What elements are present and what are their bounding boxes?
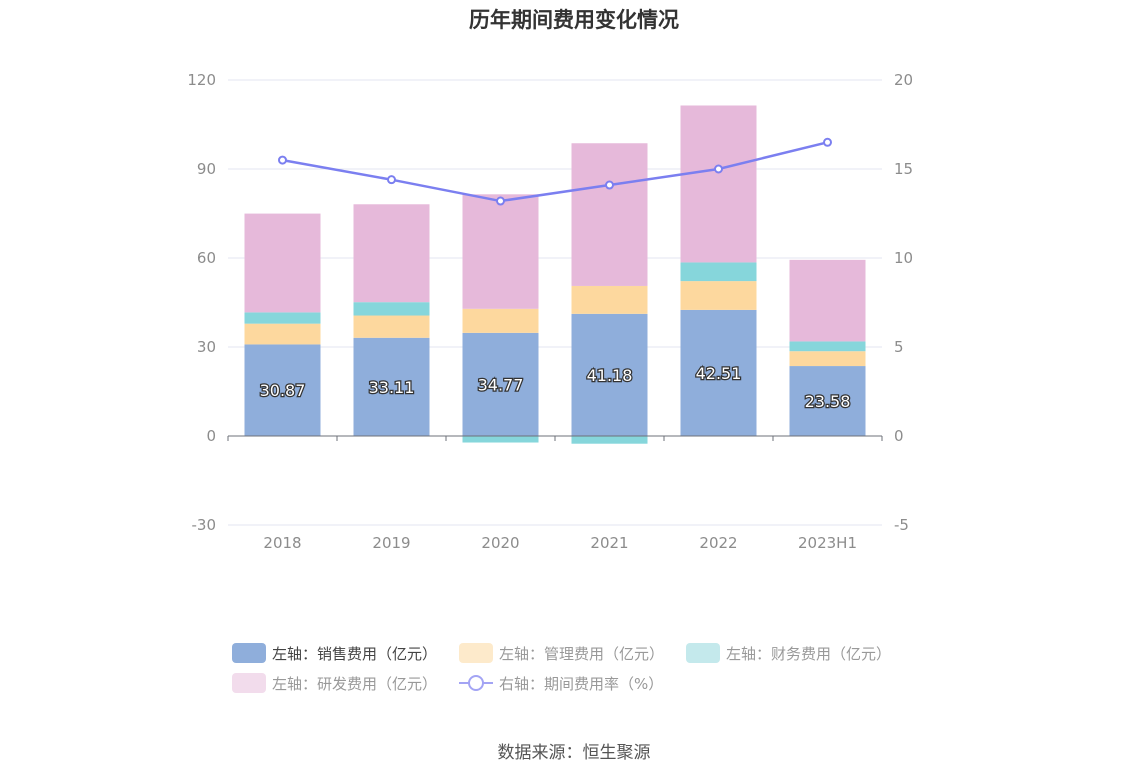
expense-ratio-point	[278, 155, 287, 165]
legend-label-expense-ratio: 右轴：期间费用率（%）	[499, 674, 664, 693]
sales-data-label: 41.18	[587, 366, 633, 385]
expense-ratio-line	[282, 141, 828, 203]
right-axis-tick-label: 15	[894, 160, 913, 178]
legend-item-finance[interactable]: 左轴：财务费用（亿元）	[686, 643, 891, 664]
bar-segment-0-2020	[462, 332, 539, 436]
legend-swatch-admin	[459, 643, 494, 663]
bar-segment-1-2021	[571, 285, 648, 314]
legend-swatch-sales	[232, 643, 266, 663]
legend-label-admin: 左轴：管理费用（亿元）	[499, 644, 665, 663]
x-axis-category-label: 2019	[372, 534, 410, 552]
bar-segment-2-2020	[462, 436, 539, 443]
legend-item-sales[interactable]: 左轴：销售费用（亿元）	[232, 643, 437, 664]
sales-data-label: 34.77	[478, 375, 524, 394]
right-axis-tick-label: -5	[894, 516, 909, 534]
expense-ratio-point	[823, 137, 832, 147]
bar-segment-0-2022	[680, 309, 757, 436]
bar-segment-0-2023H1	[789, 366, 866, 436]
stacked-bar-line-chart: -30 -5 0 0 30 5 60 10 90 15 120 20 2018 2019 2020 2021 2…	[187, 71, 913, 552]
bar-segment-0-2019	[353, 337, 430, 436]
legend-item-admin[interactable]: 左轴：管理费用（亿元）	[459, 643, 664, 664]
bar-segment-3-2019	[353, 204, 430, 303]
legend-item-expense-ratio[interactable]: 右轴：期间费用率（%）	[459, 673, 663, 694]
bar-segment-2-2019	[353, 302, 430, 316]
bar-segment-1-2018	[244, 323, 321, 345]
data-source: 数据来源：恒生聚源	[497, 743, 651, 763]
right-axis-tick-label: 5	[894, 338, 904, 356]
chart-title: 历年期间费用变化情况	[469, 8, 679, 32]
right-axis-tick-label: 10	[894, 249, 913, 267]
bar-segment-1-2019	[353, 315, 430, 338]
bar-segment-3-2020	[462, 194, 539, 309]
expense-ratio-point	[714, 164, 723, 174]
legend-label-rnd: 左轴：研发费用（亿元）	[272, 674, 438, 693]
bar-segment-2-2023H1	[789, 341, 866, 352]
bar-segment-3-2018	[244, 213, 321, 313]
legend-swatch-finance	[686, 643, 721, 663]
bar-segment-3-2023H1	[789, 259, 866, 342]
legend-swatch-rnd	[232, 673, 266, 693]
left-axis-tick-label: 120	[187, 71, 216, 89]
right-axis-tick-label: 20	[894, 71, 913, 89]
bar-segment-1-2023H1	[789, 351, 866, 367]
expense-ratio-point	[496, 196, 505, 206]
bar-segment-2-2022	[680, 262, 757, 282]
left-axis-tick-label: -30	[192, 516, 217, 534]
sales-data-label: 30.87	[260, 381, 306, 400]
sales-data-label: 33.11	[369, 378, 415, 397]
x-axis-category-label: 2021	[590, 534, 628, 552]
bar-segment-2-2021	[571, 436, 648, 444]
left-axis-tick-label: 0	[206, 427, 216, 445]
x-axis-category-label: 2022	[699, 534, 737, 552]
expense-ratio-point	[387, 175, 396, 185]
bar-segment-0-2021	[571, 313, 648, 436]
left-axis-tick-label: 90	[197, 160, 216, 178]
x-axis-category-label: 2020	[481, 534, 519, 552]
sales-data-label: 23.58	[805, 392, 851, 411]
left-axis-tick-label: 60	[197, 249, 216, 267]
bar-segment-3-2022	[680, 105, 757, 263]
x-axis-category-label: 2018	[263, 534, 301, 552]
x-axis-category-label: 2023H1	[798, 534, 857, 552]
bar-segment-0-2018	[244, 344, 321, 436]
legend-item-rnd[interactable]: 左轴：研发费用（亿元）	[232, 673, 437, 694]
chart-legend: 左轴：销售费用（亿元） 左轴：管理费用（亿元） 左轴：财务费用（亿元） 左轴：研…	[232, 638, 932, 698]
legend-swatch-expense-ratio	[459, 673, 494, 693]
bar-segment-1-2022	[680, 281, 757, 310]
bar-segment-2-2018	[244, 312, 321, 324]
expense-ratio-point	[605, 180, 614, 190]
bar-segment-1-2020	[462, 308, 539, 333]
right-axis-tick-label: 0	[894, 427, 904, 445]
left-axis-tick-label: 30	[197, 338, 216, 356]
legend-label-finance: 左轴：财务费用（亿元）	[726, 644, 892, 663]
bar-segment-3-2021	[571, 143, 648, 286]
sales-data-label: 42.51	[696, 364, 742, 383]
legend-label-sales: 左轴：销售费用（亿元）	[272, 644, 438, 663]
